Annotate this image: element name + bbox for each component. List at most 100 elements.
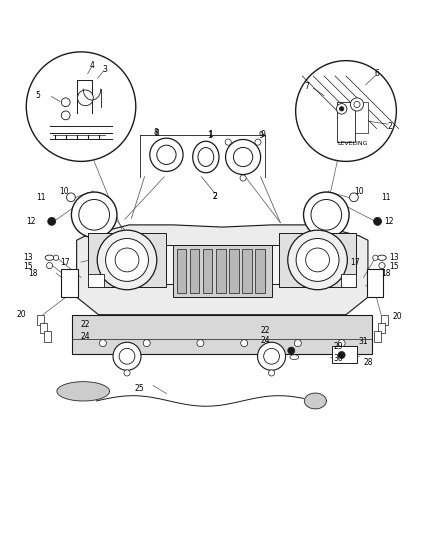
Text: 15: 15: [23, 262, 33, 271]
Bar: [242, 249, 252, 293]
Bar: [378, 322, 385, 333]
Ellipse shape: [193, 141, 219, 173]
Circle shape: [268, 370, 275, 376]
Bar: [173, 245, 272, 297]
Text: 10: 10: [60, 187, 69, 196]
Bar: [37, 314, 44, 325]
Circle shape: [304, 192, 349, 238]
Bar: [216, 249, 226, 293]
Circle shape: [119, 349, 135, 364]
Text: 28: 28: [364, 358, 373, 367]
Text: 30: 30: [334, 353, 343, 362]
Text: 1: 1: [208, 130, 212, 139]
Bar: [381, 314, 388, 325]
Circle shape: [67, 193, 75, 201]
Polygon shape: [77, 225, 368, 314]
Bar: [88, 274, 104, 287]
Circle shape: [258, 342, 286, 370]
Text: 2: 2: [212, 192, 217, 201]
Bar: [341, 274, 356, 287]
Text: 31: 31: [358, 337, 368, 346]
Circle shape: [294, 340, 301, 346]
Circle shape: [115, 248, 139, 272]
Text: 11: 11: [36, 193, 46, 202]
Bar: [255, 249, 265, 293]
Text: 6: 6: [374, 69, 379, 78]
Circle shape: [296, 61, 396, 161]
Text: 20: 20: [17, 310, 26, 319]
Bar: [279, 233, 356, 287]
Circle shape: [296, 238, 339, 281]
Text: 2: 2: [212, 192, 217, 201]
Circle shape: [338, 340, 345, 346]
Circle shape: [46, 263, 53, 269]
Circle shape: [306, 248, 329, 272]
Circle shape: [197, 340, 204, 346]
Circle shape: [233, 147, 253, 167]
Text: 15: 15: [389, 262, 399, 271]
Circle shape: [48, 217, 56, 225]
Text: 20: 20: [392, 312, 402, 321]
Circle shape: [350, 193, 358, 201]
Circle shape: [225, 139, 231, 145]
Text: 13: 13: [23, 253, 33, 262]
Bar: [44, 332, 51, 342]
Text: 10: 10: [354, 187, 364, 196]
Text: 17: 17: [60, 257, 70, 266]
Circle shape: [379, 263, 385, 269]
Circle shape: [226, 140, 261, 174]
Text: 11: 11: [381, 193, 391, 202]
Bar: [374, 332, 381, 342]
Circle shape: [336, 103, 347, 114]
Text: 22: 22: [80, 320, 90, 329]
Circle shape: [113, 342, 141, 370]
Bar: [229, 249, 239, 293]
Ellipse shape: [378, 255, 386, 260]
Bar: [337, 102, 355, 142]
Text: 25: 25: [134, 384, 144, 393]
Circle shape: [99, 340, 106, 346]
Text: 2: 2: [388, 122, 392, 131]
Text: 8: 8: [153, 127, 158, 136]
Ellipse shape: [198, 148, 214, 166]
Text: 9: 9: [258, 131, 263, 140]
Bar: [332, 346, 357, 363]
Circle shape: [26, 52, 136, 161]
Bar: [72, 314, 372, 354]
Text: 12: 12: [385, 217, 394, 226]
Text: 7: 7: [304, 83, 309, 92]
Text: 24: 24: [80, 332, 90, 341]
Text: 22: 22: [261, 326, 270, 335]
Circle shape: [373, 255, 378, 260]
Circle shape: [61, 98, 70, 107]
Text: 13: 13: [389, 253, 399, 262]
Text: 8: 8: [155, 130, 159, 138]
Text: 12: 12: [26, 217, 36, 226]
Circle shape: [124, 370, 130, 376]
Text: 5: 5: [35, 91, 40, 100]
Text: 29: 29: [334, 342, 343, 351]
Circle shape: [350, 98, 364, 111]
Circle shape: [71, 192, 117, 238]
Polygon shape: [57, 382, 110, 401]
Circle shape: [61, 111, 70, 120]
Bar: [90, 245, 355, 284]
Circle shape: [97, 230, 157, 290]
Circle shape: [311, 199, 342, 230]
Circle shape: [339, 107, 344, 111]
Circle shape: [53, 255, 59, 260]
Text: 18: 18: [28, 269, 37, 278]
Circle shape: [157, 145, 176, 165]
Text: 4: 4: [90, 61, 95, 69]
Text: 1: 1: [207, 131, 212, 140]
Circle shape: [150, 138, 183, 172]
Circle shape: [255, 139, 261, 145]
Bar: [177, 249, 186, 293]
Circle shape: [143, 340, 150, 346]
Ellipse shape: [45, 255, 54, 260]
Circle shape: [106, 238, 148, 281]
Ellipse shape: [290, 355, 299, 360]
Circle shape: [264, 349, 279, 364]
Bar: [40, 322, 47, 333]
Circle shape: [288, 230, 347, 290]
